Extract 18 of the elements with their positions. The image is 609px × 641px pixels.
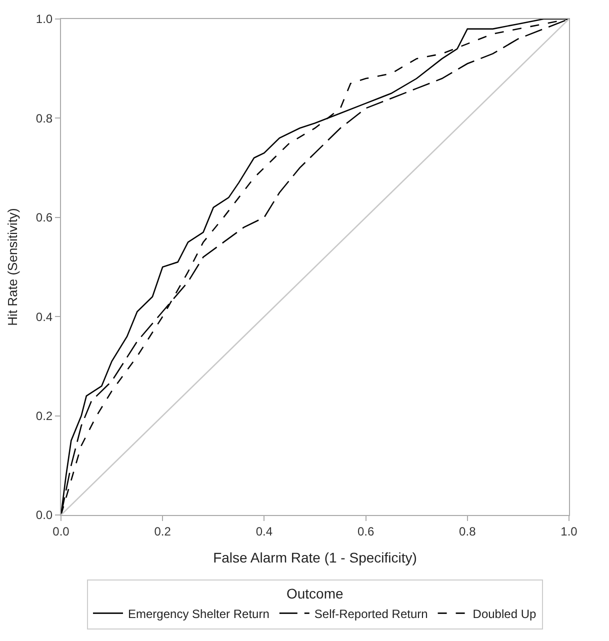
x-axis-title: False Alarm Rate (1 - Specificity) <box>213 550 417 566</box>
x-tick-label: 0.6 <box>357 524 374 538</box>
y-axis-title: Hit Rate (Sensitivity) <box>4 208 20 326</box>
x-tick-label: 0.2 <box>154 524 172 538</box>
legend-label: Emergency Shelter Return <box>128 606 270 621</box>
y-tick-label: 0.4 <box>36 310 53 324</box>
x-tick-label: 0.8 <box>459 524 476 538</box>
legend-label: Self-Reported Return <box>314 606 428 621</box>
x-tick-label: 0.0 <box>52 524 70 538</box>
y-tick-label: 0.8 <box>36 111 53 126</box>
x-tick-label: 0.4 <box>256 524 273 538</box>
y-tick-label: 0.2 <box>36 409 53 423</box>
x-tick-label: 1.0 <box>560 524 578 538</box>
y-tick-label: 0.6 <box>36 210 53 225</box>
legend-label: Doubled Up <box>472 606 536 621</box>
y-tick-label: 1.0 <box>36 12 53 26</box>
legend-title: Outcome <box>286 586 344 602</box>
y-tick-label: 0.0 <box>36 508 53 522</box>
